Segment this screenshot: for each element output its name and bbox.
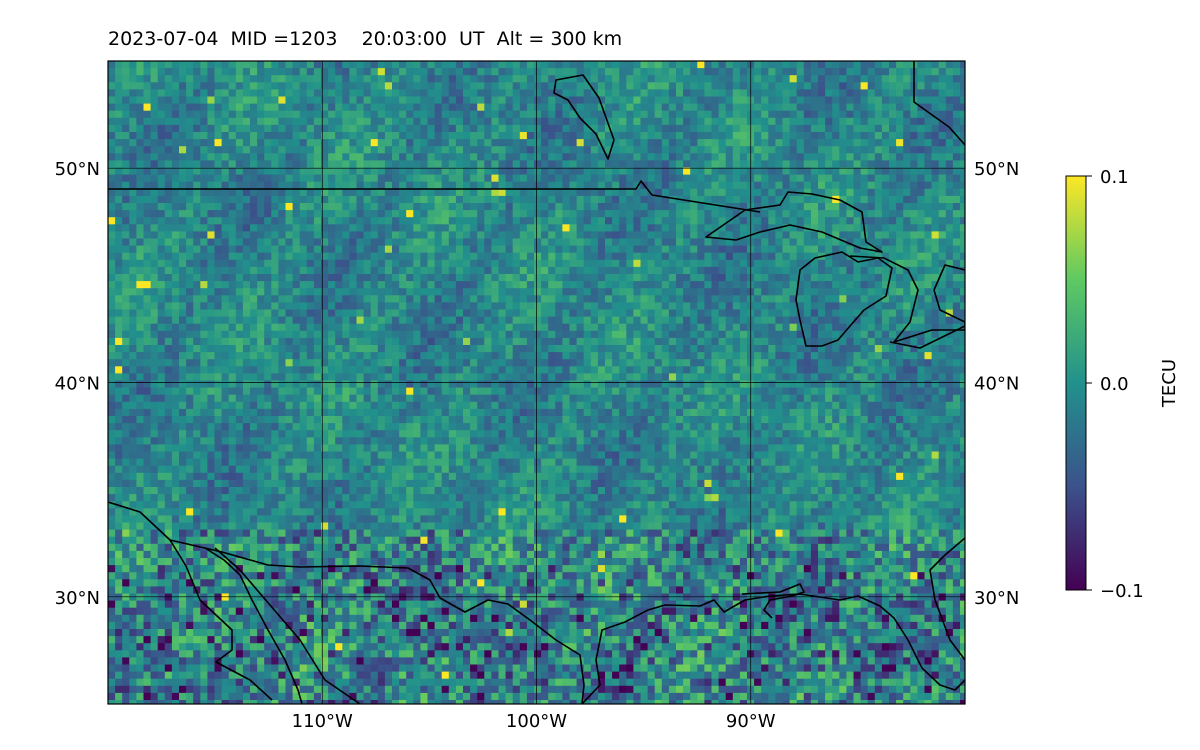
- longitude-tick-labels: 110°W 100°W 90°W: [292, 711, 776, 732]
- baja-california: [214, 547, 361, 704]
- colorbar-ticks: 0.1 0.0 −0.1: [1086, 167, 1144, 602]
- florida-atlantic-coast: [929, 537, 965, 661]
- colorbar-tick-label: 0.0: [1100, 374, 1129, 395]
- lake-superior: [705, 191, 883, 253]
- gulf-of-california: [204, 547, 303, 704]
- mexico-pacific-coast: [108, 501, 273, 701]
- lon-tick-label: 100°W: [506, 711, 567, 732]
- border-us-mexico: [169, 539, 585, 704]
- mississippi-delta: [741, 583, 805, 619]
- lake-winnipeg-shore: [553, 74, 615, 160]
- colorbar-gradient: [1065, 175, 1087, 591]
- map-gridlines: [108, 61, 965, 704]
- hudson-bay-shore: [913, 61, 965, 146]
- lat-tick-label-left: 30°N: [55, 588, 100, 609]
- lon-tick-label: 110°W: [292, 711, 353, 732]
- colorbar-label: TECU: [1159, 359, 1180, 408]
- colorbar: 0.1 0.0 −0.1 TECU: [1065, 167, 1180, 602]
- gulf-coast: [581, 593, 965, 704]
- lon-tick-label: 90°W: [726, 711, 776, 732]
- lake-michigan: [795, 251, 893, 347]
- map-title: 2023-07-04 MID =1203 20:03:00 UT Alt = 3…: [108, 28, 623, 50]
- latitude-tick-labels: 30°N 30°N 40°N 40°N 50°N 50°N: [55, 159, 1020, 609]
- map-frame: [107, 60, 966, 705]
- colorbar-tick-label: −0.1: [1100, 581, 1144, 602]
- lake-huron: [849, 255, 965, 343]
- lat-tick-label-left: 50°N: [55, 159, 100, 180]
- lat-tick-label-left: 40°N: [55, 374, 100, 395]
- lake-erie-ontario: [889, 325, 965, 349]
- border-us-canada: [108, 180, 761, 213]
- lat-tick-label-right: 30°N: [974, 588, 1019, 609]
- lat-tick-label-right: 40°N: [974, 374, 1019, 395]
- lat-tick-label-right: 50°N: [974, 159, 1019, 180]
- coastlines-borders: [108, 61, 965, 704]
- colorbar-tick-label: 0.1: [1100, 167, 1129, 188]
- tec-heatmap: [108, 61, 965, 704]
